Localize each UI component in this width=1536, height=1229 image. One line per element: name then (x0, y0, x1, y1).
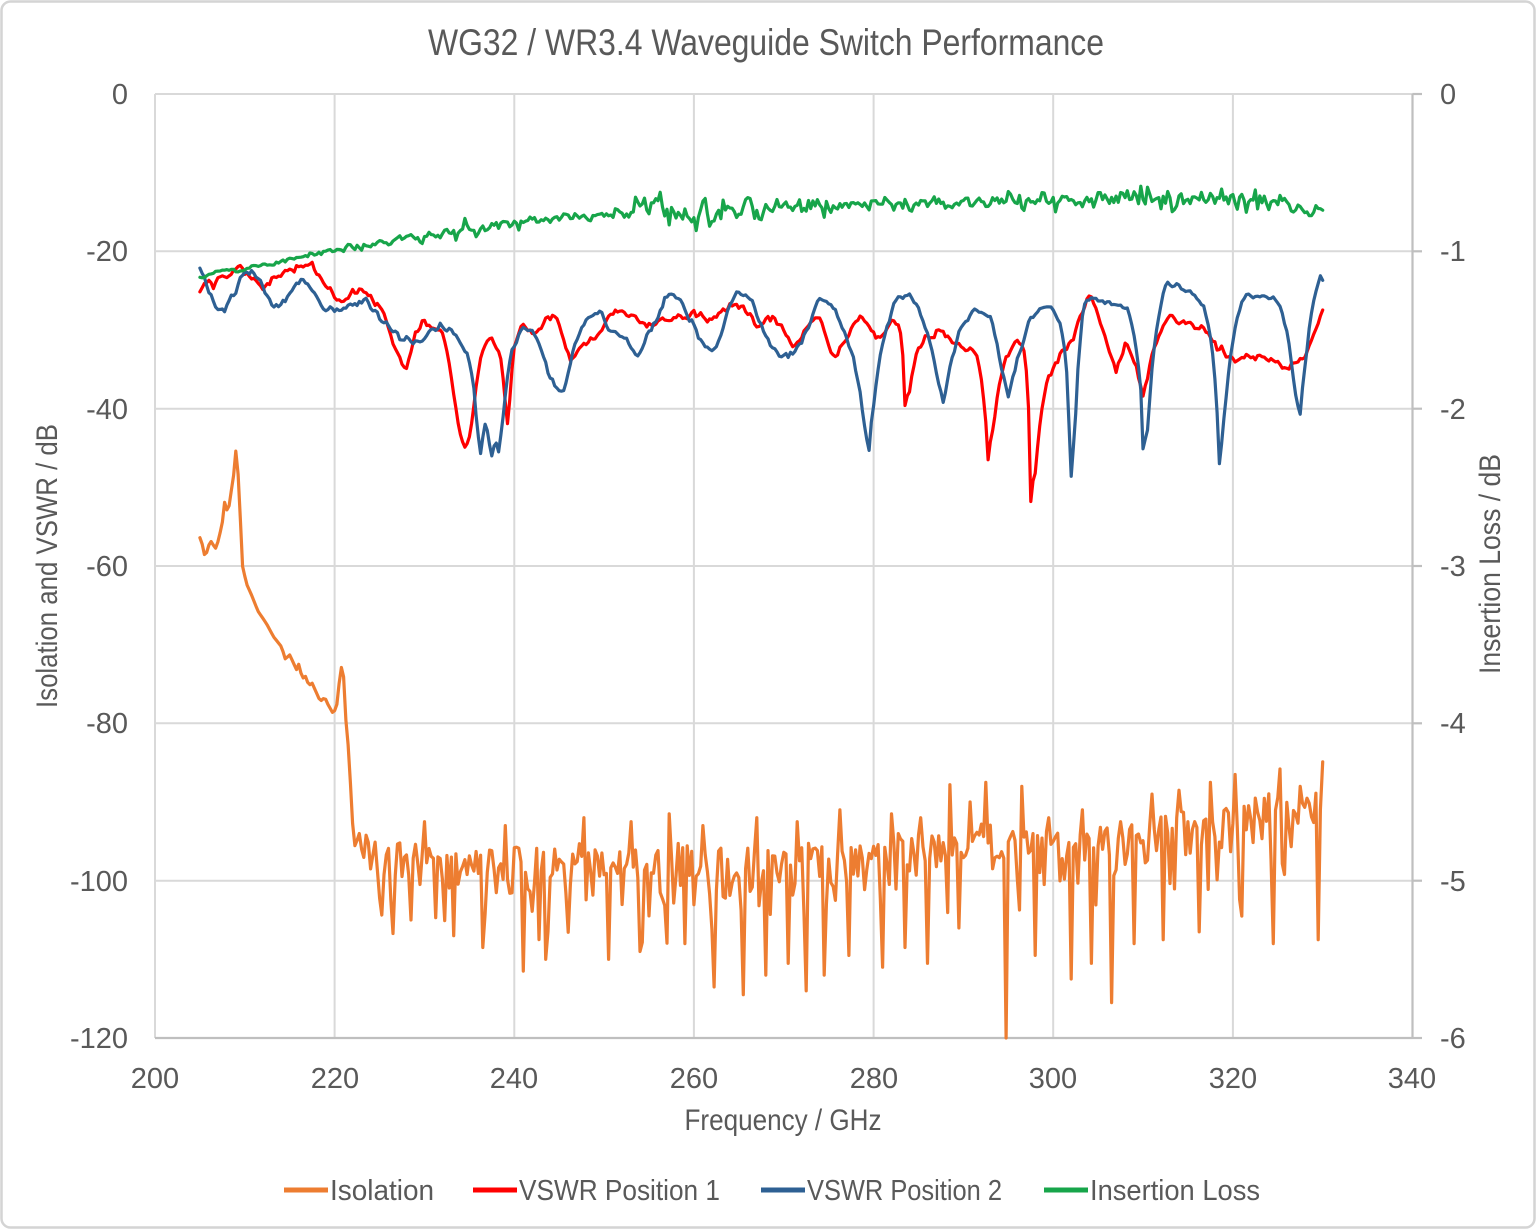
svg-text:-40: -40 (86, 394, 128, 426)
svg-text:260: 260 (670, 1063, 718, 1095)
svg-text:-5: -5 (1440, 866, 1466, 898)
svg-text:340: 340 (1388, 1063, 1436, 1095)
svg-text:Insertion Loss / dB: Insertion Loss / dB (1474, 454, 1507, 674)
svg-text:320: 320 (1209, 1063, 1257, 1095)
svg-text:WG32 / WR3.4 Waveguide Switch: WG32 / WR3.4 Waveguide Switch Performanc… (428, 22, 1104, 63)
svg-text:Insertion Loss: Insertion Loss (1090, 1175, 1260, 1207)
svg-text:-4: -4 (1440, 708, 1466, 740)
svg-text:-80: -80 (86, 708, 128, 740)
svg-text:280: 280 (850, 1063, 898, 1095)
svg-text:220: 220 (311, 1063, 359, 1095)
svg-text:-120: -120 (70, 1023, 128, 1055)
svg-text:240: 240 (490, 1063, 538, 1095)
svg-text:Frequency / GHz: Frequency / GHz (685, 1104, 882, 1137)
svg-text:VSWR Position 1: VSWR Position 1 (519, 1175, 720, 1207)
svg-text:Isolation and VSWR / dB: Isolation and VSWR / dB (31, 424, 64, 708)
svg-text:-60: -60 (86, 551, 128, 583)
svg-text:300: 300 (1029, 1063, 1077, 1095)
svg-text:-6: -6 (1440, 1023, 1466, 1055)
svg-text:-2: -2 (1440, 394, 1466, 426)
svg-text:VSWR Position 2: VSWR Position 2 (807, 1175, 1002, 1207)
svg-text:-1: -1 (1440, 236, 1466, 268)
svg-text:200: 200 (131, 1063, 179, 1095)
svg-text:-100: -100 (70, 866, 128, 898)
svg-text:0: 0 (1440, 79, 1456, 111)
svg-text:Isolation: Isolation (330, 1175, 434, 1207)
svg-text:-3: -3 (1440, 551, 1466, 583)
svg-text:0: 0 (112, 79, 128, 111)
svg-text:-20: -20 (86, 236, 128, 268)
